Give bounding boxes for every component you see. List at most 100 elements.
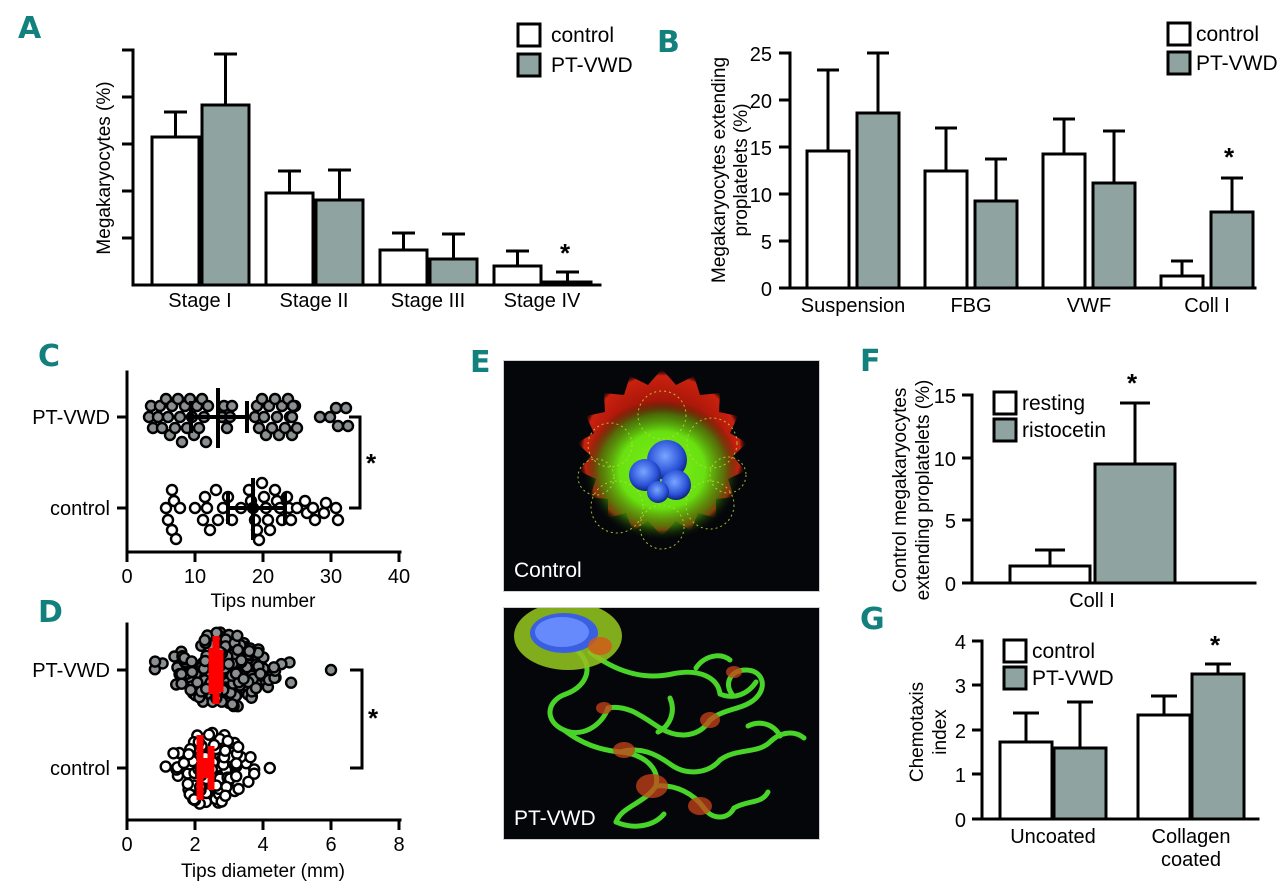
y-tick-label: 0 — [945, 574, 956, 596]
panel-f: 15 10 5 0 * Coll I Control megakaryocyte… — [850, 330, 1280, 612]
scatter-point — [244, 750, 257, 764]
x-tick-label: Stage II — [280, 290, 349, 312]
y-tick-label: 10 — [750, 185, 772, 207]
scatter-point — [185, 665, 199, 679]
panel-b-y-axis-label-line2: proplatelets (%) — [731, 103, 752, 236]
errorbar-ptvwd-coll-i — [1221, 176, 1243, 212]
scatter-point — [267, 661, 281, 674]
y-tick-label: 2 — [955, 721, 966, 743]
significance-bracket-d — [350, 668, 364, 770]
significance-star-f: * — [1127, 368, 1138, 398]
y-tick-label: 15 — [750, 138, 772, 160]
scatter-group-ptvwd — [148, 626, 338, 713]
panel-f-y-axis-label-line1: Control megakaryocytes — [890, 388, 911, 593]
errorbar-ristocetin-coll-i — [1120, 401, 1150, 464]
bar-control-suspension — [805, 149, 851, 290]
legend-label-ptvwd: PT-VWD — [1032, 667, 1114, 690]
errorbar-control-stage-i — [164, 110, 187, 137]
panel-g: 4 3 2 1 0 * Uncoated Collagen coated Che… — [850, 600, 1280, 889]
y-tick-label: 4 — [955, 632, 966, 654]
bar-ptvwd-stage-i — [200, 103, 251, 287]
scatter-point — [235, 654, 248, 667]
panel-b: 25 20 15 10 5 0 * Suspension FBG VWF Col… — [640, 0, 1280, 330]
panel-c-x-axis-label: Tips number — [211, 591, 317, 612]
panel-a-chart: * Stage I Stage II Stage III Stage IV Me… — [94, 22, 633, 312]
panel-b-y-ticks — [779, 51, 790, 290]
bar-control-vwf — [1041, 152, 1087, 290]
bar-ptvwd-stage-iii — [428, 257, 479, 287]
y-tick-label: 0 — [955, 810, 966, 832]
legend-label-ristocetin: ristocetin — [1022, 419, 1106, 442]
panel-c: 0 10 20 30 40 PT-VWD control — [0, 330, 460, 612]
scatter-point — [231, 643, 245, 657]
x-tick-label: 0 — [121, 566, 132, 588]
panel-a-y-ticks — [122, 48, 133, 240]
bar-ptvwd-uncoated — [1052, 746, 1108, 821]
scatter-point — [148, 655, 162, 668]
significance-star-a: * — [560, 238, 571, 268]
y-tick-label: 1 — [955, 765, 966, 787]
scatter-point-outlier — [263, 761, 276, 775]
x-tick-label: Stage IV — [504, 290, 581, 312]
panel-label-d: D — [38, 595, 63, 630]
micrograph-ptvwd: PT-VWD — [503, 607, 820, 840]
legend-label-control: control — [1196, 23, 1259, 46]
x-tick-label: Uncoated — [1010, 826, 1096, 848]
legend-swatch-control — [1002, 638, 1028, 664]
scatter-point — [181, 777, 195, 791]
scatter-point — [226, 698, 239, 711]
legend-swatch-ristocetin — [992, 417, 1018, 443]
bar-resting-coll-i — [1008, 564, 1092, 585]
scatter-point — [218, 744, 232, 757]
y-tick-label: 5 — [945, 511, 956, 533]
x-tick-label: FBG — [950, 295, 991, 317]
bar-ptvwd-stage-iv — [542, 280, 593, 287]
panel-c-chart: 0 10 20 30 40 PT-VWD control — [32, 370, 410, 612]
scatter-point — [185, 655, 198, 668]
scatter-point — [230, 757, 243, 770]
significance-star-b: * — [1224, 142, 1235, 172]
panel-label-c: C — [38, 339, 61, 374]
bar-control-coll-i — [1159, 274, 1205, 290]
errorbar-control-stage-ii — [278, 169, 301, 193]
x-tick-label-line2: coated — [1161, 849, 1221, 871]
bar-control-stage-ii — [264, 191, 315, 287]
errorbar-ptvwd-uncoated — [1067, 700, 1093, 748]
panel-f-chart: 15 10 5 0 * Coll I Control megakaryocyte… — [890, 368, 1257, 612]
panel-f-x-axis-label: Coll I — [1069, 590, 1115, 612]
y-tick-label: 10 — [934, 449, 956, 471]
micrograph-caption-control: Control — [514, 559, 582, 582]
panel-label-b: B — [657, 25, 680, 60]
errorbar-ptvwd-fbg — [985, 157, 1007, 201]
panel-b-chart: 25 20 15 10 5 0 * Suspension FBG VWF Col… — [709, 21, 1278, 317]
legend-swatch-resting — [992, 390, 1018, 416]
errorbar-ptvwd-stage-ii — [328, 168, 351, 200]
scatter-point — [247, 767, 261, 780]
panel-d: 0 2 4 6 8 PT-VWD control * Tips diameter… — [0, 600, 460, 889]
scatter-point — [242, 775, 255, 789]
panel-g-y-axis-label-line2: index — [930, 709, 951, 755]
scatter-point — [284, 676, 298, 689]
bar-control-collagen — [1136, 713, 1192, 821]
x-tick-label: Stage III — [391, 290, 466, 312]
y-tick-label: 5 — [761, 232, 772, 254]
legend-swatch-ptvwd — [1002, 665, 1028, 691]
scatter-point — [221, 734, 235, 748]
panel-label-e: E — [470, 345, 491, 380]
scatter-group-control — [159, 726, 276, 810]
group-label-control: control — [50, 758, 110, 780]
panel-label-g: G — [860, 602, 885, 637]
bar-ptvwd-vwf — [1091, 181, 1137, 290]
x-tick-label: 20 — [252, 566, 274, 588]
scatter-point — [202, 728, 216, 741]
x-tick-label: 2 — [189, 834, 200, 856]
errorbar-control-collagen — [1151, 694, 1177, 715]
panel-g-chart: 4 3 2 1 0 * Uncoated Collagen coated Che… — [907, 630, 1260, 871]
scatter-point — [231, 629, 244, 642]
bar-ptvwd-fbg — [973, 199, 1019, 290]
scatter-point — [219, 789, 232, 802]
legend-swatch-control — [516, 22, 542, 48]
panel-label-f: F — [860, 344, 881, 379]
bar-ptvwd-suspension — [855, 111, 901, 290]
legend-label-ptvwd: PT-VWD — [551, 54, 633, 77]
